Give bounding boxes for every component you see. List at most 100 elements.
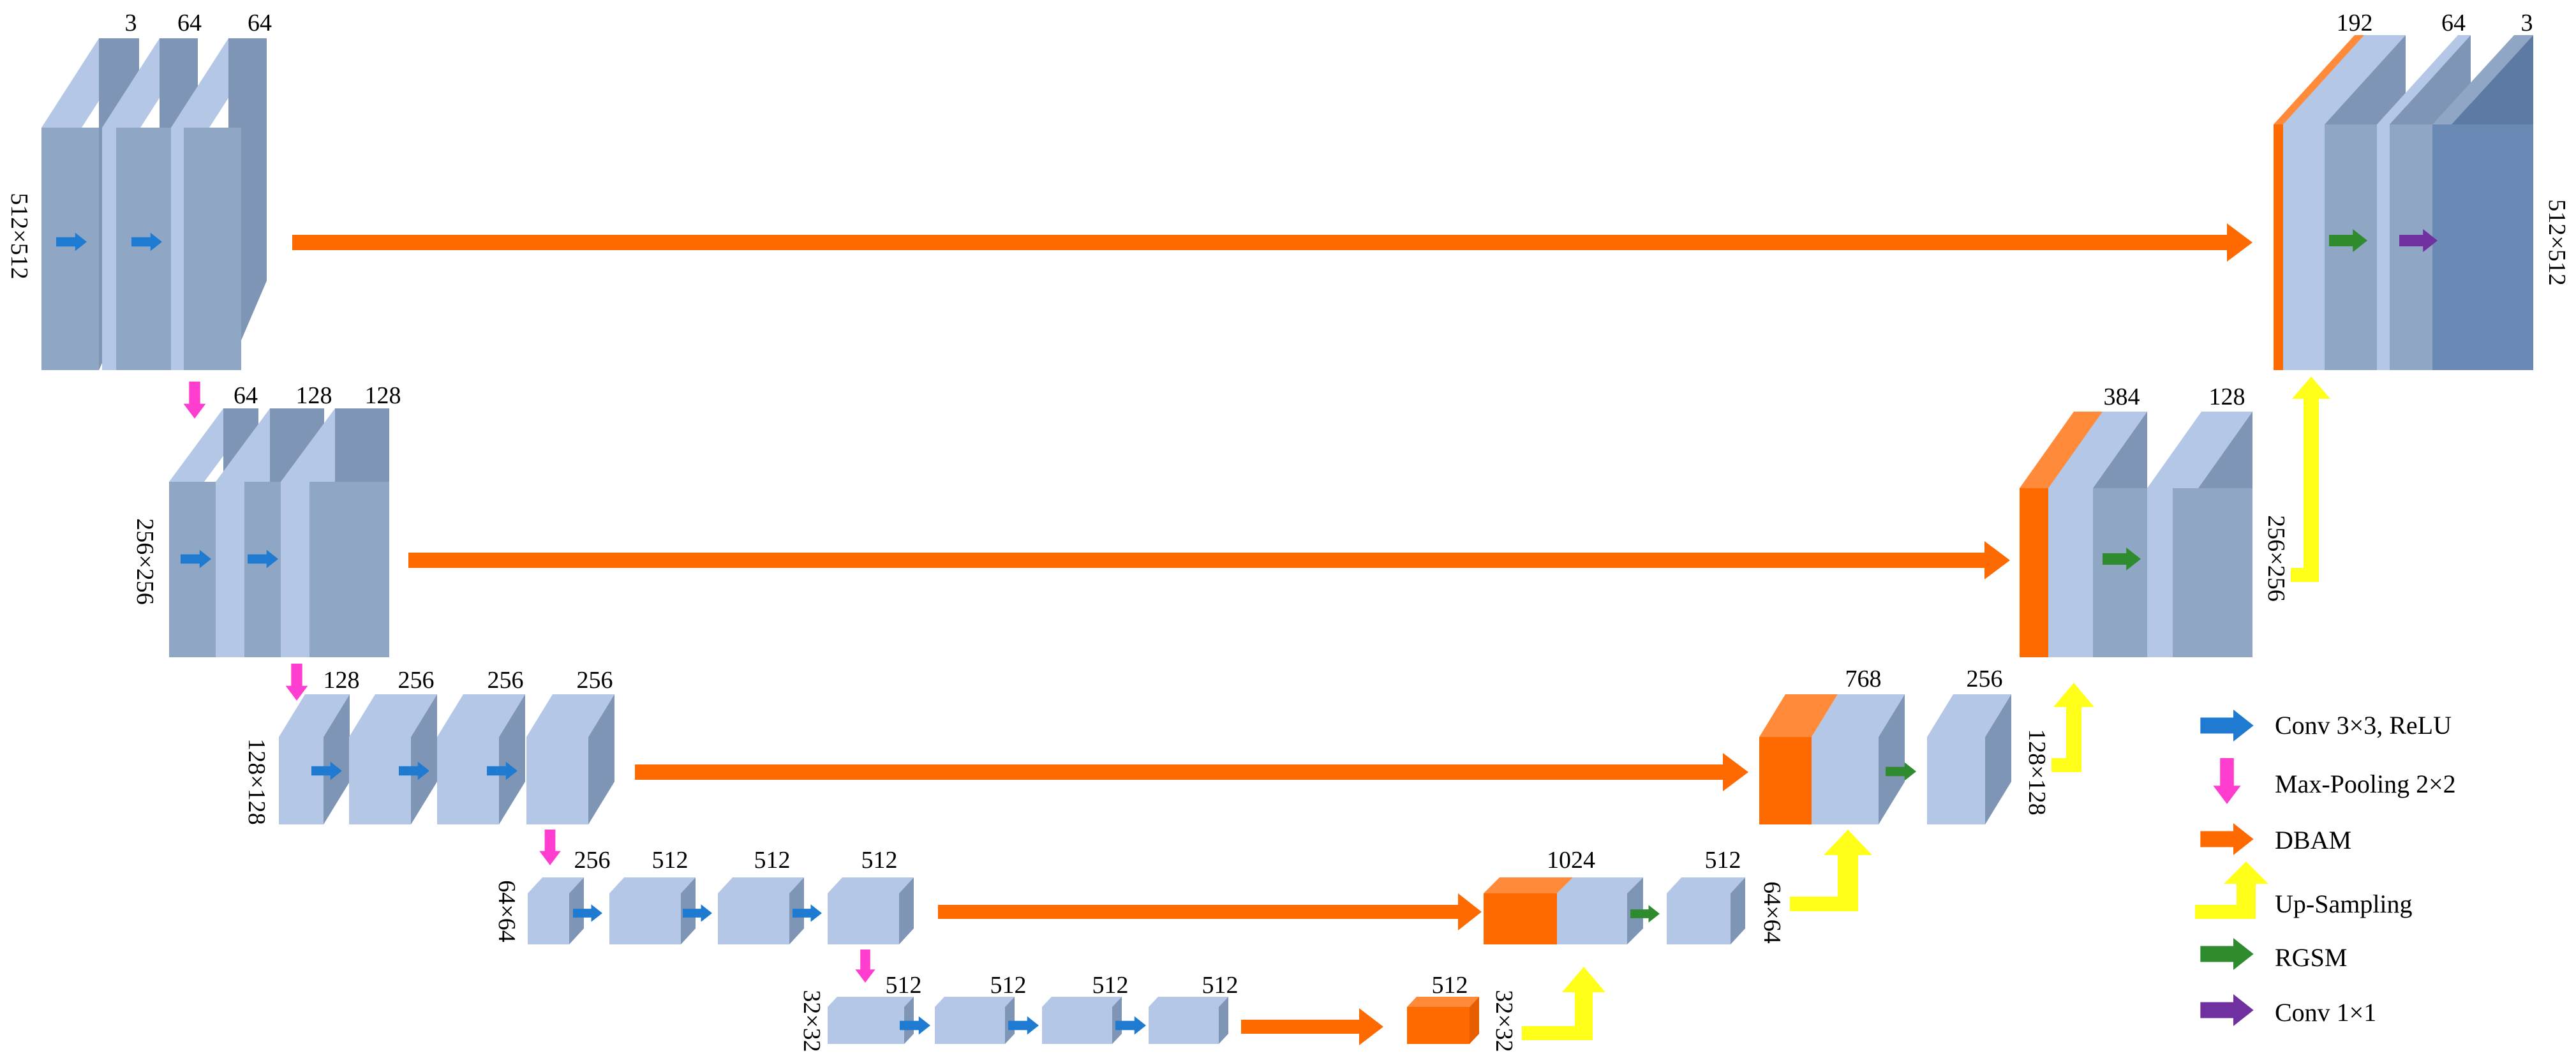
spatial-size-label: 32×32 bbox=[1491, 990, 1517, 1052]
maxpool-arrow-icon bbox=[855, 950, 875, 983]
spatial-size-label: 128×128 bbox=[2023, 729, 2050, 815]
upsampling-arrow-icon bbox=[1522, 967, 1605, 1040]
dbam-skip-arrow bbox=[635, 764, 1729, 780]
legend: Conv 3×3, ReLU Max-Pooling 2×2 DBAM Up-S… bbox=[2195, 710, 2456, 1027]
feature-map-block bbox=[828, 997, 914, 1044]
concat-block bbox=[1484, 877, 1643, 944]
spatial-size-label: 256×256 bbox=[131, 518, 158, 604]
channel-label: 3 bbox=[2521, 10, 2533, 36]
decoder-level-1: 192 64 3 512×512 bbox=[2274, 10, 2570, 370]
channel-label: 64 bbox=[248, 10, 272, 36]
maxpool-arrow-icon bbox=[539, 830, 561, 865]
dbam-skip-arrow-head bbox=[1984, 541, 2010, 579]
spatial-size-label: 512×512 bbox=[2543, 199, 2570, 285]
channel-label: 512 bbox=[1705, 847, 1741, 874]
feature-map-block bbox=[935, 997, 1015, 1044]
upsampling-arrow-icon bbox=[2291, 376, 2330, 582]
channel-label: 512 bbox=[990, 972, 1027, 999]
feature-map-block bbox=[1149, 997, 1228, 1044]
maxpool-arrow-icon bbox=[2213, 758, 2241, 804]
feature-map-block bbox=[609, 877, 696, 944]
dbam-skip-arrow-head bbox=[1458, 893, 1482, 930]
spatial-size-label: 256×256 bbox=[2263, 515, 2289, 601]
maxpool-arrow-icon bbox=[285, 664, 308, 701]
encoder-level-2: 64 128 128 256×256 bbox=[131, 382, 2010, 657]
encoder-level-1: 3 64 64 512×512 bbox=[6, 10, 2252, 370]
dbam-arrow-icon bbox=[2200, 823, 2254, 855]
channel-label: 256 bbox=[574, 847, 611, 874]
channel-label: 512 bbox=[1432, 972, 1468, 999]
channel-label: 768 bbox=[1845, 666, 1882, 692]
legend-item-dbam: DBAM bbox=[2200, 823, 2351, 855]
encoder-level-3: 128 256 256 256 128×128 bbox=[243, 667, 1748, 825]
channel-label: 512 bbox=[861, 847, 898, 874]
dbam-skip-arrow bbox=[292, 235, 2232, 250]
channel-label: 256 bbox=[1967, 666, 2003, 692]
channel-label: 64 bbox=[2441, 10, 2466, 36]
channel-label: 512 bbox=[754, 847, 791, 874]
concat-block bbox=[1759, 694, 1905, 824]
channel-label: 384 bbox=[2104, 384, 2140, 410]
dbam-skip-arrow bbox=[938, 905, 1461, 919]
feature-map-block bbox=[1667, 877, 1745, 944]
feature-map-block bbox=[2147, 412, 2252, 657]
feature-map-block bbox=[526, 694, 614, 824]
upsampling-arrow-icon bbox=[2195, 861, 2268, 919]
upsampling-arrow-icon bbox=[2051, 683, 2094, 772]
legend-label: Conv 1×1 bbox=[2275, 998, 2376, 1027]
legend-item-maxpool: Max-Pooling 2×2 bbox=[2213, 758, 2456, 804]
dbam-skip-arrow-head bbox=[1723, 753, 1748, 791]
channel-label: 512 bbox=[1092, 972, 1129, 999]
channel-label: 192 bbox=[2337, 10, 2373, 36]
channel-label: 512 bbox=[886, 972, 922, 999]
decoder-level-3: 768 256 128×128 bbox=[1759, 666, 2094, 824]
feature-map-block bbox=[102, 38, 198, 370]
channel-label: 64 bbox=[177, 10, 202, 36]
channel-label: 512 bbox=[1202, 972, 1239, 999]
conv3x3-arrow-icon bbox=[2200, 710, 2254, 741]
feature-map-block bbox=[1042, 997, 1122, 1044]
legend-item-upsampling: Up-Sampling bbox=[2195, 861, 2413, 919]
spatial-size-label: 128×128 bbox=[243, 738, 270, 824]
channel-label: 256 bbox=[577, 667, 613, 694]
channel-label: 512 bbox=[652, 847, 689, 874]
maxpool-arrow-icon bbox=[183, 382, 206, 419]
feature-map-block bbox=[171, 38, 267, 370]
feature-map-block bbox=[718, 877, 804, 944]
channel-label: 128 bbox=[324, 667, 360, 694]
feature-map-block bbox=[828, 877, 914, 944]
spatial-size-label: 32×32 bbox=[798, 990, 825, 1052]
legend-item-rgsm: RGSM bbox=[2200, 938, 2347, 972]
feature-map-block bbox=[279, 694, 350, 824]
decoder-level-2: 384 128 256×256 bbox=[2020, 376, 2330, 657]
channel-label: 3 bbox=[125, 10, 137, 36]
dbam-skip-arrow bbox=[408, 553, 1991, 568]
legend-label: DBAM bbox=[2275, 826, 2351, 854]
conv1x1-arrow-icon bbox=[2200, 994, 2254, 1026]
output-block bbox=[2432, 35, 2533, 370]
channel-label: 128 bbox=[2209, 384, 2245, 410]
legend-label: Conv 3×3, ReLU bbox=[2275, 711, 2452, 740]
channel-label: 128 bbox=[296, 382, 332, 409]
decoder-level-4: 1024 512 64×64 bbox=[1484, 830, 1872, 944]
spatial-size-label: 512×512 bbox=[6, 193, 33, 279]
channel-label: 256 bbox=[398, 667, 435, 694]
dbam-skip-arrow-head bbox=[1359, 1008, 1383, 1045]
dbam-skip-arrow-head bbox=[2227, 223, 2252, 262]
encoder-level-5: 512 512 512 512 32×32 bbox=[798, 972, 1383, 1052]
channel-label: 256 bbox=[488, 667, 524, 694]
feature-map-block bbox=[528, 877, 584, 944]
channel-label: 64 bbox=[234, 382, 258, 409]
feature-map-block bbox=[281, 408, 389, 657]
feature-map-block bbox=[1927, 694, 2011, 824]
spatial-size-label: 64×64 bbox=[493, 880, 520, 942]
feature-map-block bbox=[437, 694, 525, 824]
legend-label: Max-Pooling 2×2 bbox=[2275, 770, 2456, 798]
concat-block bbox=[2020, 412, 2147, 657]
legend-item-conv3x3: Conv 3×3, ReLU bbox=[2200, 710, 2452, 741]
rgsm-arrow-icon bbox=[2200, 938, 2254, 970]
channel-label: 128 bbox=[365, 382, 401, 409]
encoder-level-4: 256 512 512 512 64×64 bbox=[493, 847, 1482, 944]
upsampling-arrow-icon bbox=[1790, 830, 1872, 911]
